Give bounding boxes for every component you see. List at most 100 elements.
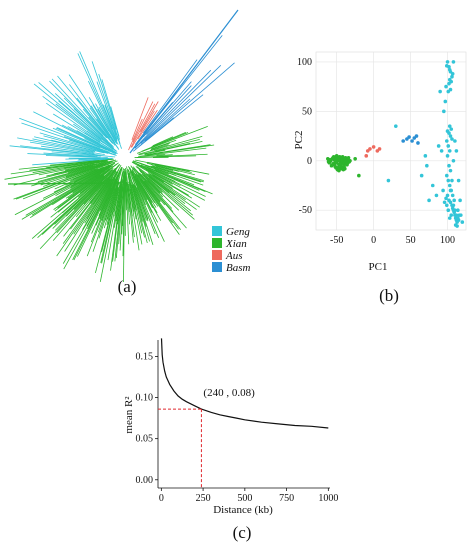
pca-point-xian <box>332 162 337 167</box>
pca-point-xian <box>337 155 342 159</box>
pca-point-geng <box>450 193 455 198</box>
tree-branch-xian <box>55 181 103 231</box>
tree-branch-geng <box>27 153 95 158</box>
pca-point-geng <box>447 68 452 72</box>
pca-point-geng <box>436 144 441 148</box>
tree-branch-xian <box>148 173 186 201</box>
tree-branch-geng <box>45 155 108 158</box>
tree-branch-geng <box>104 105 117 135</box>
tree-branch-xian <box>128 181 140 251</box>
tree-branch-geng <box>52 127 101 149</box>
pca-point-geng <box>460 220 465 224</box>
tree-branch-xian <box>73 171 117 235</box>
tree-branch-xian <box>25 165 112 216</box>
ld-y-tick-label: 0.05 <box>136 434 154 445</box>
pca-point-xian <box>353 157 357 161</box>
pca-points <box>326 60 465 228</box>
tree-branch-basmati <box>129 9 239 154</box>
tree-branch-xian <box>144 149 166 155</box>
pca-point-geng <box>442 200 447 205</box>
tree-branch-aus <box>140 101 159 133</box>
pca-point-xian <box>339 163 343 168</box>
tree-branch-xian <box>13 165 94 186</box>
tree-branch-geng <box>69 139 116 156</box>
tree-branch-xian <box>99 181 121 282</box>
tree-branch-xian <box>133 184 147 221</box>
pca-point-basmati <box>414 134 419 138</box>
tree-branch-xian <box>155 165 174 171</box>
tree-branch-aus <box>132 101 154 142</box>
tree-branch-xian <box>147 168 176 182</box>
tree-branch-aus <box>128 118 143 151</box>
tree-branch-basmati <box>146 85 192 135</box>
tree-branch-xian <box>154 164 192 173</box>
legend-label-basmati: Basmati <box>226 262 250 274</box>
ld-axes: 0 250 500 750 1000 0.00 0.05 0.10 0.15 <box>136 340 338 504</box>
pca-point-geng <box>446 144 451 148</box>
tree-branch-xian <box>139 171 195 220</box>
ld-y-title: mean R² <box>123 396 135 434</box>
tree-branch-xian <box>131 169 157 208</box>
pca-point-geng <box>447 81 451 86</box>
tree-branch-xian <box>4 160 108 180</box>
tree-branch-xian <box>127 174 143 245</box>
tree-branch-geng <box>33 83 118 152</box>
pca-point-geng <box>444 196 448 201</box>
tree-branch-basmati <box>144 62 235 142</box>
pca-point-xian <box>331 156 335 160</box>
tree-branch-xian <box>133 184 154 245</box>
tree-branch-xian <box>141 173 163 195</box>
pca-point-geng <box>450 74 454 79</box>
tree-branch-xian <box>154 138 200 152</box>
pca-point-geng <box>450 71 455 76</box>
pca-point-geng <box>446 178 451 183</box>
tree-branch-xian <box>97 179 118 233</box>
pca-x-tick-label: 100 <box>440 235 455 246</box>
tree-branch-geng <box>43 152 98 157</box>
tree-branch-aus <box>130 103 156 148</box>
tree-branch-geng <box>57 75 114 144</box>
ld-x-tick-label: 750 <box>279 493 294 504</box>
pca-point-geng <box>456 218 461 222</box>
tree-branch-xian <box>21 168 108 220</box>
tree-branch-geng <box>90 105 115 142</box>
tree-branch-xian <box>73 171 119 261</box>
tree-branch-geng <box>17 137 94 153</box>
pca-point-xian <box>334 165 338 170</box>
pca-point-geng <box>454 149 459 153</box>
tree-branch-xian <box>151 173 193 199</box>
tree-branch-geng <box>52 113 118 154</box>
pca-point-geng <box>425 163 429 168</box>
tree-branch-xian <box>63 182 112 270</box>
tree-branch-geng <box>55 127 107 151</box>
tree-branch-xian <box>149 173 200 208</box>
tree-branch-geng <box>51 78 107 139</box>
tree-branch-geng <box>21 122 116 156</box>
tree-branch-xian <box>139 147 207 157</box>
pca-point-geng <box>454 213 459 217</box>
tree-legend: GengXianAusBasmati <box>212 226 250 274</box>
pca-point-geng <box>447 216 452 220</box>
tree-branch-xian <box>114 186 123 262</box>
tree-branch-geng <box>96 81 122 149</box>
tree-branch-geng <box>102 104 118 140</box>
tree-branch-xian <box>38 163 95 176</box>
tree-branch-xian <box>128 169 150 242</box>
tree-branch-geng <box>9 145 116 158</box>
pca-point-basmati <box>407 135 411 139</box>
tree-branch-xian <box>69 166 104 182</box>
tree-branch-xian <box>92 167 123 252</box>
legend-label-aus: Aus <box>225 250 243 262</box>
tree-branch-basmati <box>140 98 191 144</box>
tree-branch-xian <box>136 187 156 235</box>
tree-branch-xian <box>99 178 116 211</box>
tree-branch-geng <box>110 106 120 137</box>
tree-branch-xian <box>76 183 113 257</box>
tree-branch-xian <box>143 174 163 193</box>
ld-decay-curve <box>160 338 329 429</box>
tree-branch-geng <box>46 102 105 144</box>
tree-branch-xian <box>136 166 197 210</box>
tree-branch-aus <box>131 97 149 141</box>
pca-point-geng <box>444 139 449 143</box>
pca-axes: -50 0 50 100 -50 0 50 100 <box>297 57 455 246</box>
